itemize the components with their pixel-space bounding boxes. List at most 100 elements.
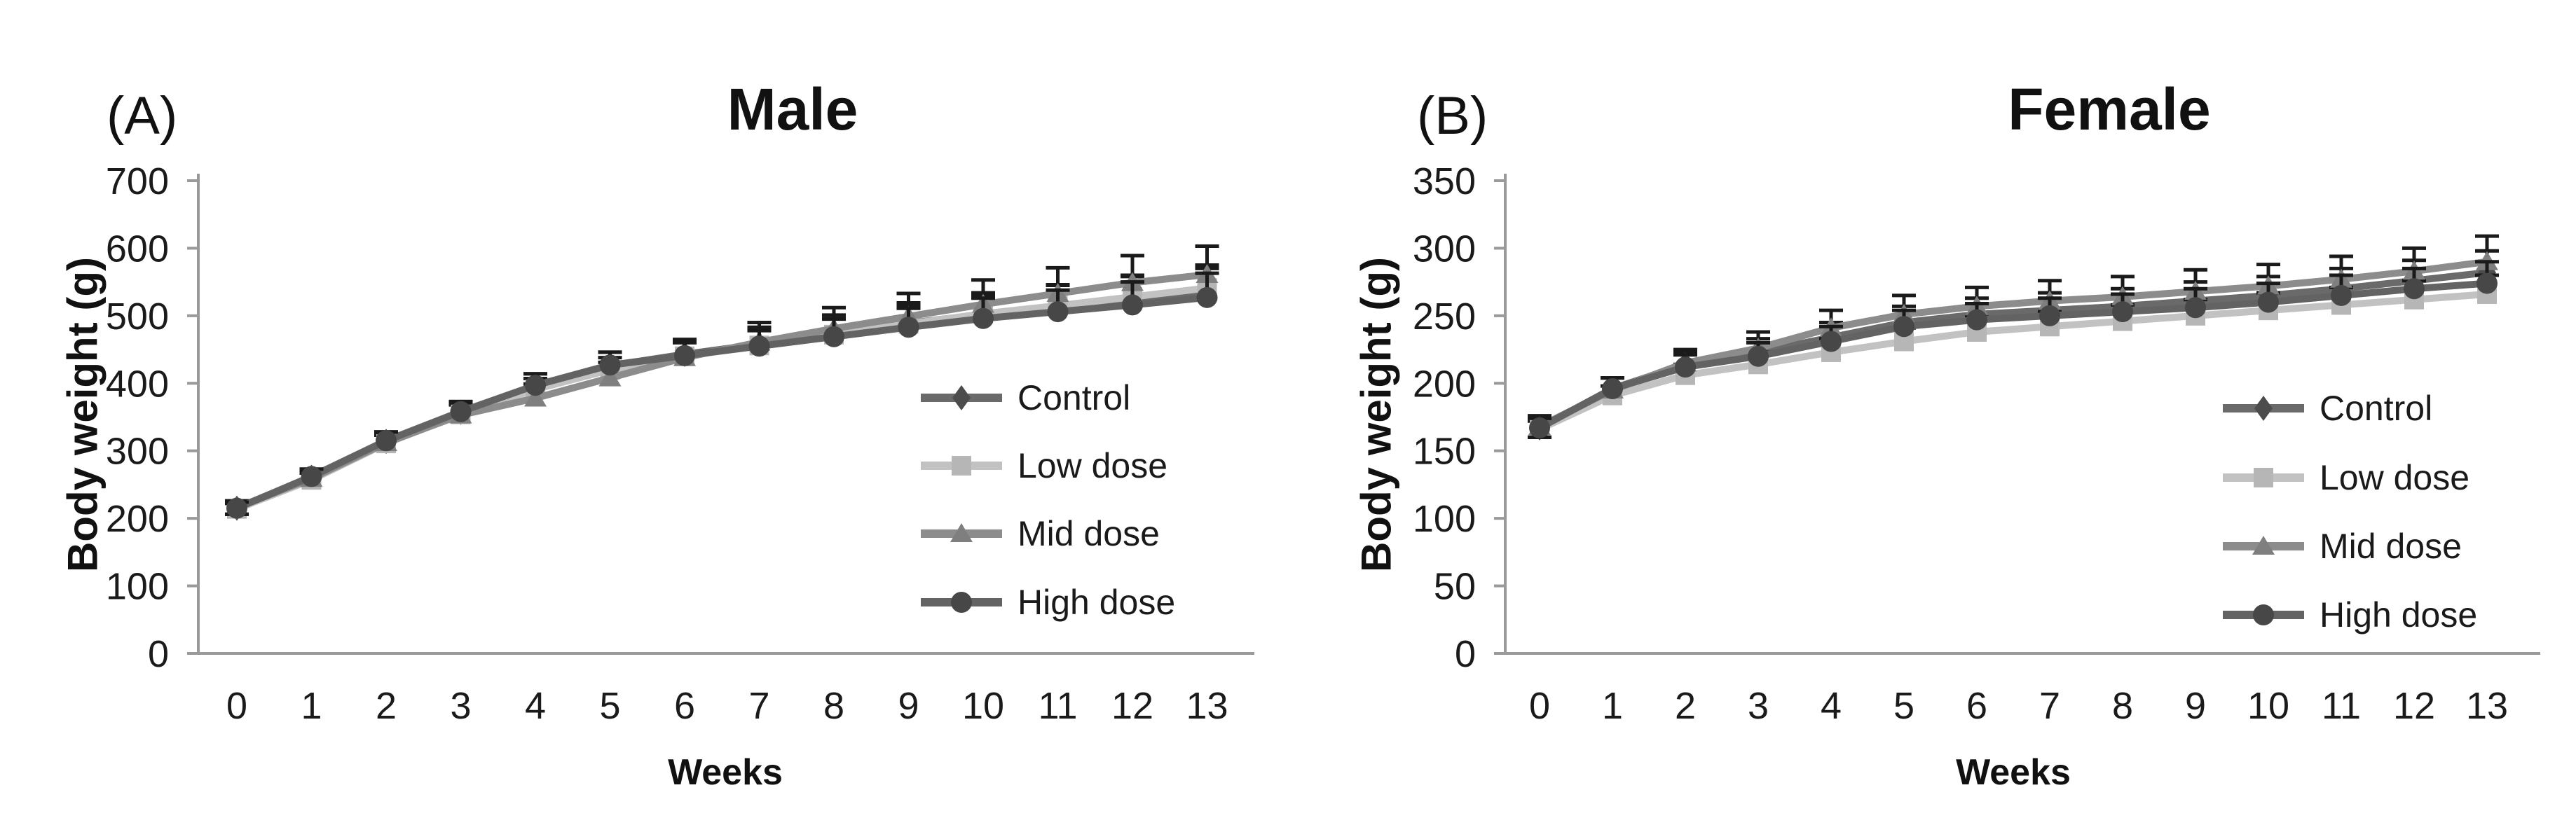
marker-circle-icon: [1122, 294, 1143, 316]
x-tick-label: 1: [301, 685, 322, 727]
x-tick-label: 4: [525, 685, 546, 727]
x-tick-label: 9: [2185, 685, 2206, 727]
y-tick-label: 100: [106, 566, 169, 608]
legend-swatch-low-dose: [921, 456, 1002, 476]
x-tick-label: 6: [674, 685, 695, 727]
marker-circle-icon: [2112, 301, 2133, 323]
marker-circle-icon: [951, 592, 972, 613]
marker-circle-icon: [1821, 331, 1842, 352]
y-tick-label: 50: [1434, 566, 1476, 608]
marker-circle-icon: [1529, 417, 1550, 438]
x-axis-title-male: Weeks: [668, 752, 783, 793]
x-tick-label: 13: [1186, 685, 1228, 727]
marker-triangle-icon: [950, 523, 973, 542]
x-tick-label: 11: [2322, 685, 2361, 727]
legend-swatch-mid-dose: [2223, 536, 2304, 555]
x-tick-label: 4: [1821, 685, 1842, 727]
legend-item-high-dose-female: High dose: [2221, 592, 2477, 637]
x-tick-label: 6: [1966, 685, 1987, 727]
marker-circle-icon: [2185, 297, 2206, 319]
y-tick-label: 250: [1413, 296, 1476, 338]
marker-circle-icon: [1602, 378, 1623, 399]
x-tick-label: 8: [2112, 685, 2133, 727]
legend-item-control-male: Control: [919, 375, 1130, 420]
y-tick-label: 200: [106, 498, 169, 540]
marker-triangle-icon: [598, 367, 622, 387]
marker-square-icon: [2254, 468, 2273, 487]
x-tick-label: 2: [1675, 685, 1696, 727]
x-tick-label: 10: [2247, 685, 2289, 727]
marker-circle-icon: [2404, 278, 2425, 300]
panel-label-a: (A): [107, 86, 178, 146]
marker-circle-icon: [2258, 291, 2279, 313]
marker-circle-icon: [1675, 356, 1696, 378]
marker-circle-icon: [2476, 272, 2498, 294]
marker-circle-icon: [1966, 309, 1987, 331]
x-tick-label: 12: [2393, 685, 2435, 727]
x-tick-label: 0: [226, 685, 247, 727]
legend-label-low-dose: Low dose: [2320, 458, 2470, 497]
y-tick-label: 300: [106, 431, 169, 473]
y-tick-label: 0: [1455, 633, 1476, 675]
y-tick-label: 100: [1413, 498, 1476, 540]
panel-title-male: Male: [727, 76, 858, 142]
y-tick-label: 500: [106, 296, 169, 338]
legend-label-control: Control: [2320, 389, 2433, 428]
marker-circle-icon: [823, 326, 844, 347]
x-tick-label: 0: [1529, 685, 1550, 727]
legend-swatch-control: [921, 385, 1002, 410]
y-tick-label: 300: [1413, 228, 1476, 270]
marker-circle-icon: [599, 354, 621, 376]
x-tick-label: 8: [823, 685, 844, 727]
y-tick-label: 0: [148, 633, 169, 675]
legend-label-mid-dose: Mid dose: [2320, 527, 2462, 566]
marker-circle-icon: [226, 497, 247, 519]
legend-label-low-dose: Low dose: [1018, 446, 1168, 485]
x-tick-label: 3: [1748, 685, 1769, 727]
x-tick-label: 13: [2466, 685, 2508, 727]
legend-swatch-mid-dose: [921, 523, 1002, 542]
legend-item-low-dose-male: Low dose: [919, 443, 1167, 488]
marker-diamond-icon: [952, 385, 971, 410]
marker-diamond-icon: [2254, 396, 2273, 421]
legend-swatch-high-dose: [921, 592, 1002, 613]
legend-swatch-control: [2223, 396, 2304, 421]
legend-swatch-high-dose: [2223, 604, 2304, 625]
series-line-high-dose: [1536, 279, 2491, 431]
x-tick-label: 3: [450, 685, 471, 727]
marker-circle-icon: [450, 401, 472, 422]
y-tick-label: 700: [106, 160, 169, 202]
marker-circle-icon: [2331, 284, 2352, 306]
marker-circle-icon: [2039, 305, 2060, 326]
panel-title-female: Female: [2008, 76, 2211, 142]
legend-item-low-dose-female: Low dose: [2221, 455, 2469, 500]
marker-circle-icon: [674, 345, 695, 366]
legend-label-mid-dose: Mid dose: [1018, 514, 1160, 553]
legend-item-control-female: Control: [2221, 386, 2432, 431]
marker-circle-icon: [1047, 301, 1069, 323]
legend-item-mid-dose-female: Mid dose: [2221, 524, 2462, 569]
x-tick-label: 7: [2039, 685, 2060, 727]
legend-label-control: Control: [1018, 378, 1131, 417]
legend-item-mid-dose-male: Mid dose: [919, 511, 1160, 556]
x-tick-label: 12: [1111, 685, 1153, 727]
marker-circle-icon: [973, 307, 994, 329]
marker-triangle-icon: [524, 387, 547, 407]
x-axis-title-female: Weeks: [1956, 752, 2071, 793]
legend-label-high-dose: High dose: [1018, 583, 1176, 622]
y-tick-label: 350: [1413, 160, 1476, 202]
marker-circle-icon: [525, 375, 546, 396]
marker-circle-icon: [748, 335, 770, 357]
legend-swatch-low-dose: [2223, 468, 2304, 487]
x-tick-label: 5: [1893, 685, 1914, 727]
legend-item-high-dose-male: High dose: [919, 580, 1175, 625]
marker-square-icon: [952, 456, 971, 476]
panel-label-b: (B): [1417, 86, 1488, 146]
y-tick-label: 400: [106, 363, 169, 405]
x-tick-label: 5: [599, 685, 620, 727]
y-tick-label: 600: [106, 228, 169, 270]
marker-circle-icon: [2253, 604, 2274, 625]
